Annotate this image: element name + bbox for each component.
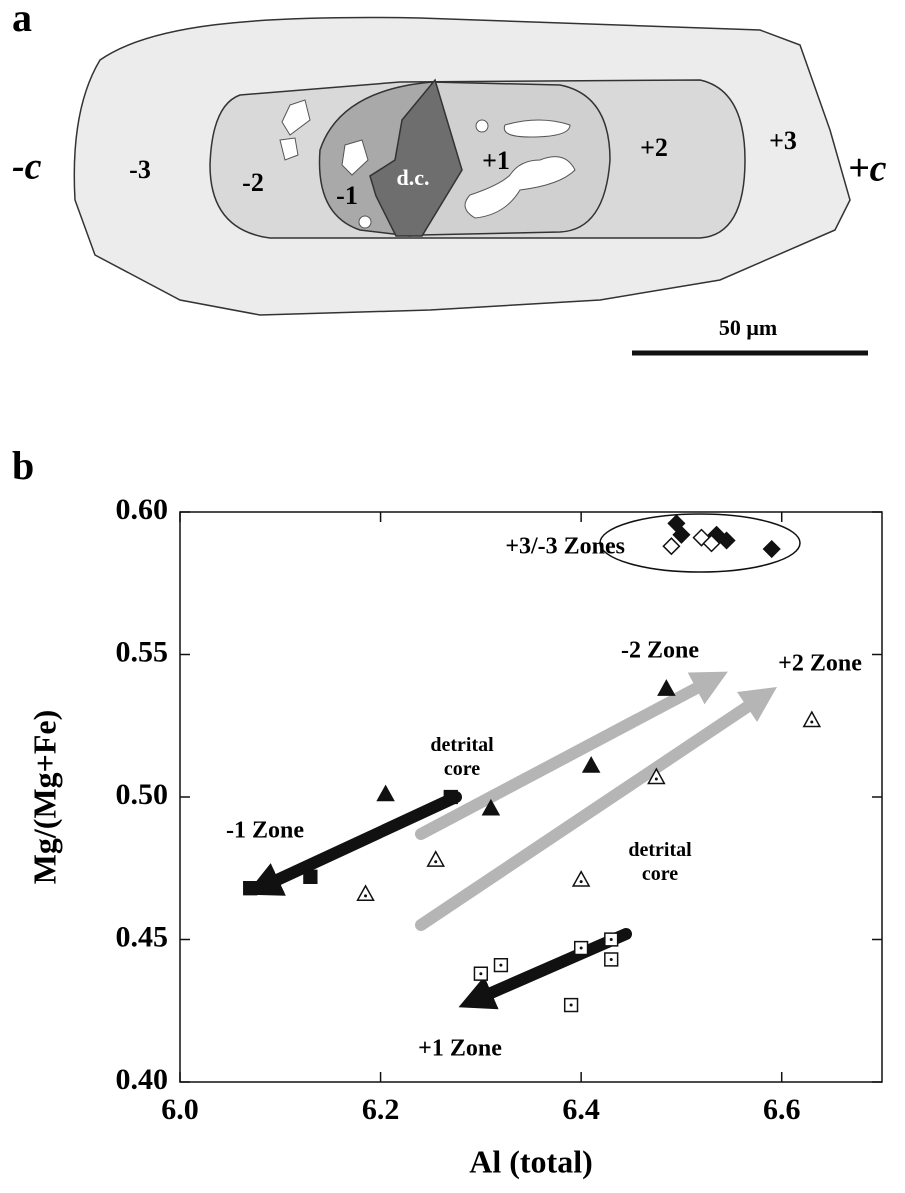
annotation: detrital core xyxy=(430,734,494,780)
y-tick-label: 0.45 xyxy=(116,920,169,953)
scale-bar-label: 50 μm xyxy=(719,315,777,340)
point xyxy=(672,525,691,544)
point-dot xyxy=(434,860,438,864)
x-tick-label: 6.0 xyxy=(161,1093,199,1126)
annotation: +1 Zone xyxy=(418,1036,502,1062)
point xyxy=(243,881,258,896)
zone-plus1 xyxy=(419,81,611,236)
inclusion xyxy=(279,137,299,161)
zone-ellipse xyxy=(599,513,801,573)
inclusion xyxy=(341,139,369,176)
annotation: +3/-3 Zones xyxy=(505,534,625,560)
point xyxy=(802,710,822,728)
inclusion xyxy=(475,119,489,133)
panel-label: a xyxy=(12,0,32,40)
point xyxy=(356,884,375,902)
zone-label: +3 xyxy=(769,126,797,155)
y-tick-label: 0.50 xyxy=(116,778,169,811)
point-dot xyxy=(654,777,658,781)
point xyxy=(662,537,681,556)
trend-arrow xyxy=(458,928,632,1010)
zone-label: -3 xyxy=(129,155,151,184)
point-dot xyxy=(579,946,583,950)
trend-arrow xyxy=(415,671,728,840)
zone-label: -2 xyxy=(242,168,264,197)
axis-end-label: -c xyxy=(12,146,42,188)
point-dot xyxy=(810,720,814,724)
x-axis-label: Al (total) xyxy=(469,1143,593,1179)
point xyxy=(303,869,318,884)
inclusion xyxy=(464,156,576,219)
trend-arrow xyxy=(415,686,777,931)
trend-arrow xyxy=(245,791,462,896)
x-tick-label: 6.6 xyxy=(763,1093,801,1126)
point-dot xyxy=(569,1003,573,1007)
point xyxy=(647,767,666,785)
x-tick-label: 6.2 xyxy=(362,1093,400,1126)
point xyxy=(571,870,591,887)
axis-end-label: +c xyxy=(848,148,887,190)
y-tick-label: 0.55 xyxy=(116,635,169,668)
point xyxy=(581,756,601,773)
point xyxy=(717,531,736,550)
point-dot xyxy=(499,963,503,967)
zone-label: +2 xyxy=(640,133,668,162)
point-dot xyxy=(609,938,613,941)
point xyxy=(657,679,676,696)
y-tick-label: 0.60 xyxy=(116,493,169,526)
point xyxy=(376,784,395,802)
annotation: detrital core xyxy=(628,839,692,885)
zone-label: -1 xyxy=(336,181,358,210)
point xyxy=(762,539,781,559)
annotation: -1 Zone xyxy=(226,818,304,844)
y-axis-label: Mg/(Mg+Fe) xyxy=(26,710,62,885)
point xyxy=(443,789,458,805)
annotation: +2 Zone xyxy=(778,651,862,677)
point xyxy=(481,798,501,816)
point xyxy=(426,850,446,867)
point xyxy=(702,534,721,553)
panel-label: b xyxy=(12,443,34,488)
y-tick-label: 0.40 xyxy=(116,1063,169,1096)
crystal-diagram xyxy=(73,16,851,316)
detrital-core xyxy=(369,78,463,237)
inclusion xyxy=(503,119,571,138)
inclusion xyxy=(281,99,311,136)
point-dot xyxy=(579,880,583,884)
zone-label: +1 xyxy=(482,146,510,175)
zone-label: d.c. xyxy=(397,165,430,190)
plot-frame xyxy=(179,511,883,1083)
point-dot xyxy=(609,957,613,961)
annotation: -2 Zone xyxy=(621,638,699,664)
point xyxy=(692,528,711,547)
inclusion xyxy=(358,215,372,229)
point-dot xyxy=(364,894,368,898)
x-tick-label: 6.4 xyxy=(562,1093,600,1126)
point-dot xyxy=(479,972,483,976)
